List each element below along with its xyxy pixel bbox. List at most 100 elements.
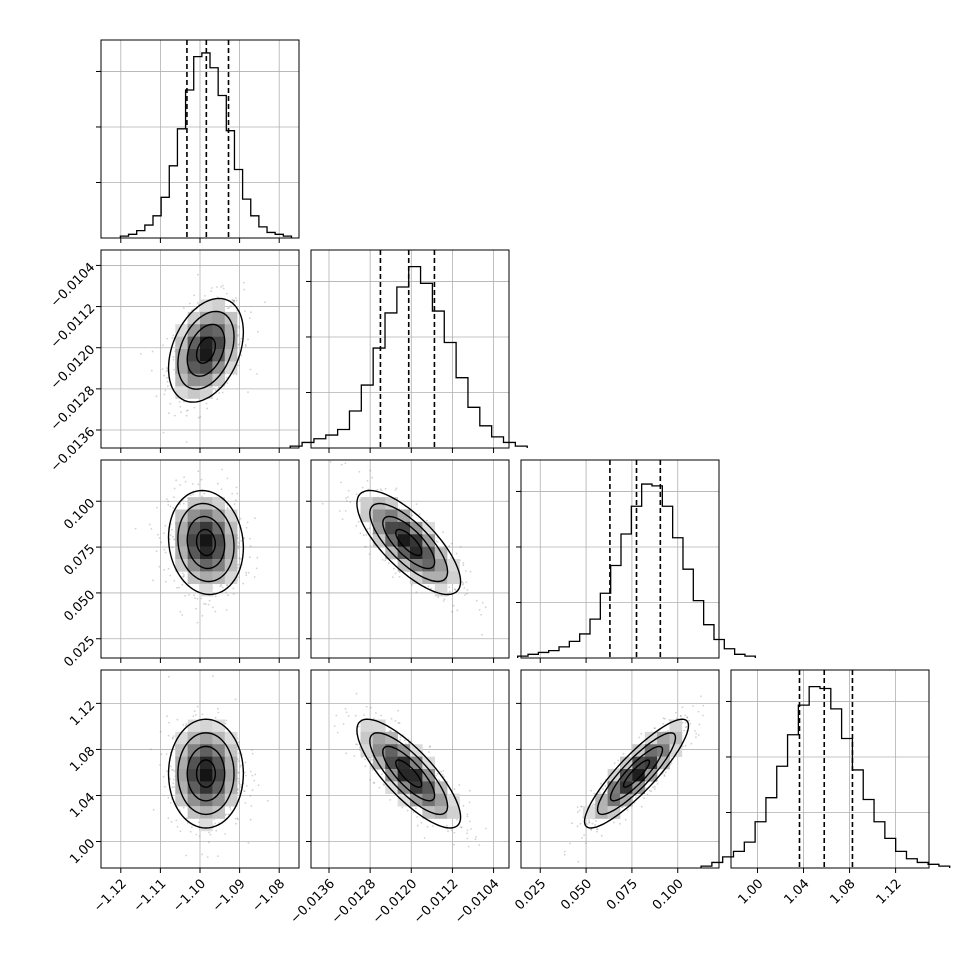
scatter-point [235, 486, 238, 489]
scatter-point [181, 583, 184, 586]
scatter-point [569, 842, 571, 845]
density-cell [200, 731, 213, 745]
scatter-point [446, 824, 448, 827]
scatter-point [257, 330, 259, 333]
x-tick-label: −1.08 [249, 876, 288, 915]
scatter-point [463, 587, 466, 589]
x-tick-label: 1.08 [828, 876, 859, 907]
scatter-point [361, 486, 364, 489]
scatter-point [201, 495, 204, 498]
scatter-point [355, 743, 357, 746]
scatter-point [449, 556, 452, 559]
scatter-point [150, 369, 153, 372]
scatter-point [199, 415, 202, 418]
scatter-point [214, 389, 217, 392]
scatter-point [155, 550, 158, 553]
scatter-point [238, 752, 240, 755]
scatter-point [440, 770, 442, 773]
scatter-point [200, 597, 203, 600]
scatter-point [221, 391, 224, 394]
density-cell [224, 336, 238, 350]
density-cell [175, 349, 188, 362]
scatter-point [167, 734, 170, 737]
scatter-point [613, 762, 616, 765]
scatter-point [588, 821, 591, 824]
scatter-point [165, 753, 168, 755]
scatter-point [448, 545, 451, 547]
scatter-point [398, 571, 401, 574]
y-tick-label: 0.075 [61, 542, 98, 579]
density-cell [360, 744, 374, 757]
density-cell [175, 361, 188, 375]
scatter-point [591, 822, 594, 825]
scatter-point [643, 797, 646, 800]
scatter-point [221, 468, 224, 471]
scatter-point [364, 758, 366, 761]
scatter-point [390, 730, 392, 732]
scatter-point [604, 785, 607, 787]
scatter-point [242, 281, 245, 284]
density-cell [200, 373, 213, 387]
density-cell [397, 793, 411, 807]
scatter-point [596, 830, 598, 833]
scatter-point [238, 760, 240, 762]
scatter-point [371, 769, 374, 771]
scatter-point [475, 599, 478, 602]
scatter-point [466, 837, 469, 840]
scatter-point [251, 752, 254, 755]
density-cell [385, 731, 398, 745]
density-cell [632, 744, 646, 757]
contour-1 [186, 515, 226, 570]
density-cell [410, 546, 423, 560]
contour-0 [195, 336, 216, 364]
scatter-point [208, 831, 210, 834]
scatter-point [226, 584, 229, 586]
scatter-point [416, 824, 419, 827]
scatter-point [363, 546, 366, 548]
scatter-point [684, 726, 687, 728]
scatter-point [247, 338, 249, 341]
density-cell [224, 534, 238, 547]
scatter-point [681, 721, 684, 724]
scatter-point [480, 613, 482, 616]
scatter-point [395, 487, 398, 490]
scatter-point [442, 600, 445, 602]
scatter-point [158, 537, 161, 539]
scatter-point [176, 825, 179, 828]
density-cell [360, 719, 374, 733]
density-cell [644, 731, 658, 745]
x-tick-label: −0.0104 [452, 876, 502, 926]
scatter-point [249, 794, 252, 797]
density-cell [224, 769, 238, 782]
density-cell [385, 781, 398, 795]
scatter-point [435, 774, 437, 777]
scatter-point [169, 534, 172, 536]
scatter-point [185, 441, 188, 443]
scatter-point [481, 602, 484, 604]
scatter-point [681, 745, 684, 748]
x-tick-label: −1.12 [91, 876, 130, 915]
scatter-point [389, 730, 392, 732]
density-cell [200, 386, 213, 399]
density-cell [200, 559, 213, 572]
scatter-point [695, 732, 698, 735]
scatter-point [369, 469, 372, 472]
scatter-point [398, 722, 401, 725]
scatter-point [172, 507, 175, 509]
density-cell [607, 769, 621, 782]
scatter-point [233, 299, 236, 302]
panel-2-0: 0.025 0.050 0.075 0.100 [61, 459, 300, 670]
scatter-point [168, 675, 170, 678]
scatter-point [378, 786, 381, 789]
scatter-point [215, 829, 218, 832]
scatter-point [197, 470, 200, 473]
density-cell [410, 744, 423, 757]
scatter-point [592, 803, 595, 806]
scatter-point [257, 784, 260, 787]
density-cell [200, 361, 213, 375]
density-cell [212, 546, 226, 560]
scatter-point [183, 307, 185, 310]
scatter-point [169, 765, 172, 768]
panel-3-2: 0.025 0.050 0.075 0.100 [512, 669, 720, 913]
